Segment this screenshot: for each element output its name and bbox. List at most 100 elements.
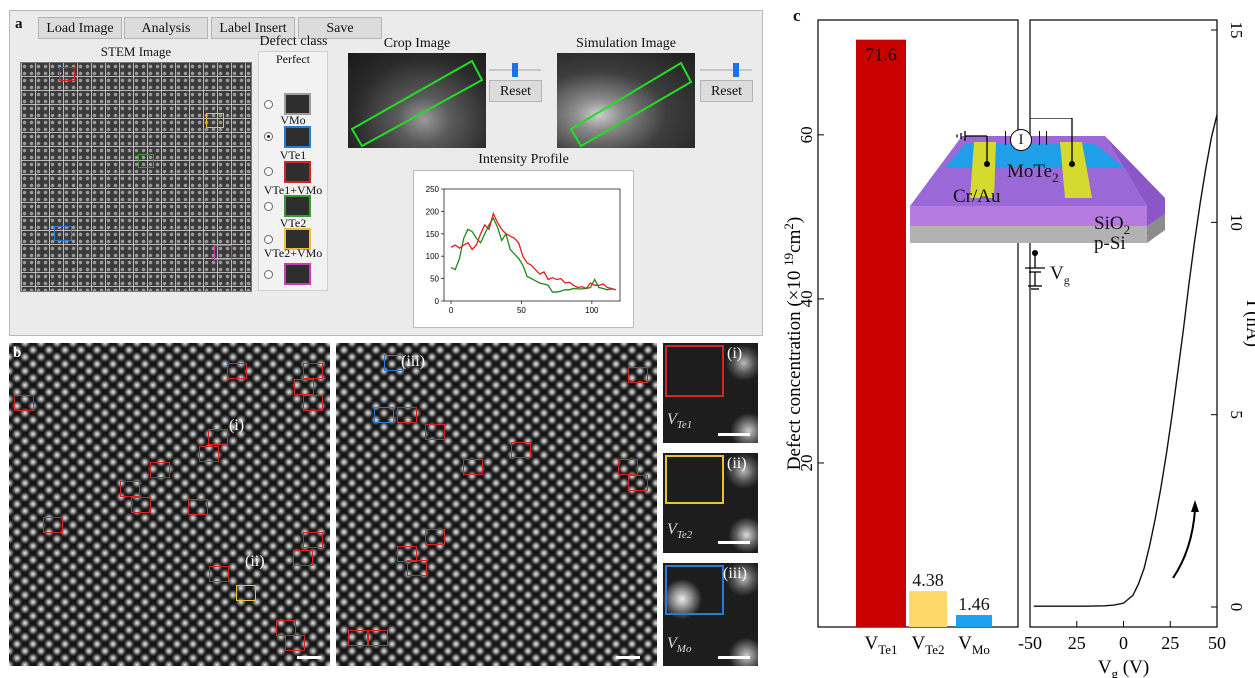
vte1-defect-marker	[628, 475, 648, 491]
bar-category-label: VTe2	[911, 633, 944, 657]
mote2-label-main: MoTe	[1007, 161, 1053, 182]
vte1-defect-marker	[348, 630, 368, 646]
radio-vte1[interactable]	[264, 167, 273, 176]
vte1-defect-marker	[303, 395, 323, 411]
bar-category-label: VMo	[958, 633, 990, 657]
inset-highlight-box	[665, 565, 724, 615]
mote2-label-sub: 2	[1052, 169, 1059, 185]
vte1-defect-marker	[303, 363, 323, 379]
vte1-defect-marker	[14, 395, 34, 411]
radio-vte1-vmo[interactable]	[264, 202, 273, 211]
battery-right-of-ammeter	[1039, 131, 1047, 145]
vte1-defect-marker	[425, 424, 445, 440]
stem-defect-box	[138, 154, 154, 168]
radio-vmo[interactable]	[264, 132, 273, 141]
crop-window-overlay	[350, 59, 484, 148]
iv-y-tick-label: 10	[1227, 214, 1246, 231]
inset-label-sub: Te1	[676, 419, 693, 432]
crop-image-title: Crop Image	[383, 36, 451, 51]
vte1-defect-marker	[294, 379, 314, 395]
inset-highlight-box	[665, 455, 724, 504]
inset-mark: (iii)	[723, 565, 747, 582]
sweep-direction-arrow	[1172, 509, 1196, 579]
profile-series-line-1	[450, 216, 616, 293]
vte1-defect-marker	[407, 560, 427, 576]
p-si-layer-side	[1147, 214, 1165, 243]
crop-reset-button[interactable]: Reset	[489, 80, 542, 102]
sweep-arrow-head	[1191, 500, 1199, 512]
vmo-defect-marker	[374, 407, 394, 423]
bar-V_Te2	[909, 591, 947, 627]
inset-label-main: V	[667, 635, 677, 652]
vte1-defect-marker	[425, 529, 445, 545]
profile-frame	[443, 188, 621, 302]
iv-y-tick-label: 5	[1227, 410, 1246, 419]
inset-mark: (ii)	[727, 455, 747, 472]
iv-x-tick-label: 25	[1161, 633, 1179, 653]
gate-voltage-label: Vg	[1050, 263, 1070, 288]
inset-vte1: (i) VTe1	[663, 343, 758, 443]
sim-slider-handle[interactable]	[733, 63, 739, 77]
sim-slider-track[interactable]	[700, 69, 752, 71]
left-contact-dot	[984, 161, 990, 167]
sim-reset-button[interactable]: Reset	[700, 80, 753, 102]
save-button[interactable]: Save	[298, 17, 382, 39]
vte1-defect-marker	[227, 363, 247, 379]
stem-defect-box	[206, 113, 224, 128]
right-electrode	[1060, 142, 1092, 198]
inset-label-sub: Te2	[676, 529, 693, 542]
iv-axes-frame	[1029, 19, 1218, 628]
wire-left-of-ammeter	[1005, 131, 1012, 145]
radio-perfect[interactable]	[264, 100, 273, 109]
inset-vmo: (iii) VMo	[663, 563, 758, 666]
option-label-vte1: VTe1	[279, 148, 307, 162]
thumb-vte1-vmo	[284, 195, 311, 217]
crop-slider-handle[interactable]	[512, 63, 518, 77]
option-label-vmo: VMo	[280, 113, 306, 127]
vte1-defect-marker	[285, 635, 305, 651]
mark-i: (i)	[229, 417, 245, 434]
label-insert-button[interactable]: Label Insert	[211, 17, 295, 39]
bar-y-axis-label: Defect concentration (×10 19cm2)	[781, 217, 805, 470]
option-label-perfect: Perfect	[276, 52, 310, 66]
mark-ii: (ii)	[245, 553, 265, 570]
vmo-defect-marker	[384, 355, 404, 371]
simulation-window-overlay	[569, 61, 693, 148]
inset-mark: (i)	[727, 345, 743, 362]
sio2-layer-front	[910, 206, 1147, 226]
vte1-defect-marker	[199, 446, 219, 462]
right-contact-dot	[1069, 161, 1075, 167]
simulation-image	[557, 53, 695, 148]
crop-image	[348, 53, 486, 148]
profile-y-tick-label: 250	[426, 185, 440, 194]
thumb-perfect	[284, 93, 311, 115]
bar-V_Mo	[956, 615, 992, 627]
radio-vte2[interactable]	[264, 235, 273, 244]
iv-x-axis-label: Vg (V)	[1098, 657, 1149, 678]
bar-y-tick-label: 60	[797, 126, 816, 143]
stem-image[interactable]	[20, 62, 252, 292]
stem-large-image-right: (iii)	[336, 343, 657, 666]
bar-value-label: 1.46	[958, 594, 990, 614]
option-label-vte2: VTe2	[279, 216, 307, 230]
stem-image-title: STEM Image	[100, 44, 172, 59]
bar-V_Te1	[856, 39, 906, 628]
iv-y-tick-label: 15	[1227, 22, 1246, 39]
vte1-defect-marker	[131, 497, 151, 513]
gate-contact-dot	[1032, 250, 1038, 256]
inset-texture	[663, 343, 758, 443]
sio2-label-main: SiO	[1094, 213, 1124, 234]
panel-label-b: b	[13, 345, 22, 361]
bar-axes-frame	[817, 19, 1019, 628]
intensity-profile-svg: 0 50 100 0 50 100 150 200 250	[426, 185, 621, 315]
stem-large-image-left: b (i) (ii)	[9, 343, 330, 666]
inset-vte2: (ii) VTe2	[663, 453, 758, 553]
load-image-button[interactable]: Load Image	[38, 17, 122, 39]
radio-vte2-vmo[interactable]	[264, 270, 273, 279]
iv-x-tick-label: -50	[1018, 633, 1042, 653]
vte1-defect-marker	[150, 462, 170, 478]
analysis-button[interactable]: Analysis	[124, 17, 208, 39]
inset-label: VTe1	[667, 411, 692, 431]
mark-iii: (iii)	[401, 353, 425, 370]
inset-scale-bar	[718, 433, 750, 436]
